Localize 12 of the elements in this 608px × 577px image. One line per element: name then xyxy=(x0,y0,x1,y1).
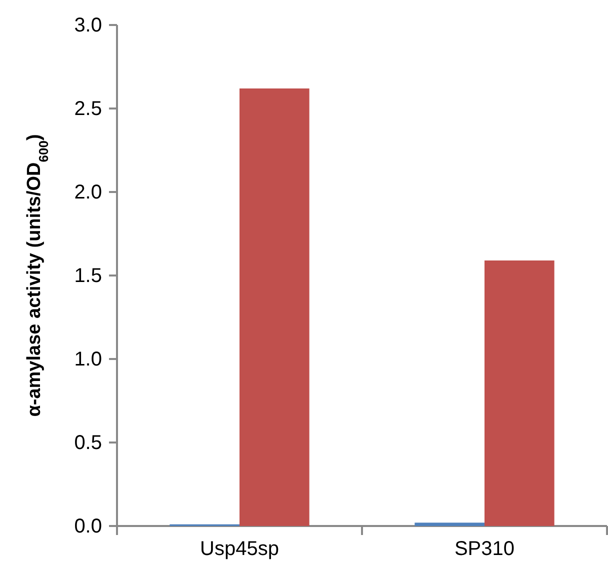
bar xyxy=(484,260,554,526)
y-tick-label: 2.5 xyxy=(74,98,102,120)
y-tick-label: 2.0 xyxy=(74,181,102,204)
x-tick-label: Usp45sp xyxy=(200,538,279,560)
y-tick-label: 1.5 xyxy=(74,264,102,287)
y-tick-label: 0.5 xyxy=(74,432,102,454)
bar xyxy=(414,522,484,526)
y-tick-label: 1.0 xyxy=(74,348,102,370)
bar xyxy=(240,88,310,526)
x-tick-label: SP310 xyxy=(454,538,515,560)
y-tick-label: 3.0 xyxy=(74,14,102,36)
y-tick-label: 0.0 xyxy=(74,515,102,538)
